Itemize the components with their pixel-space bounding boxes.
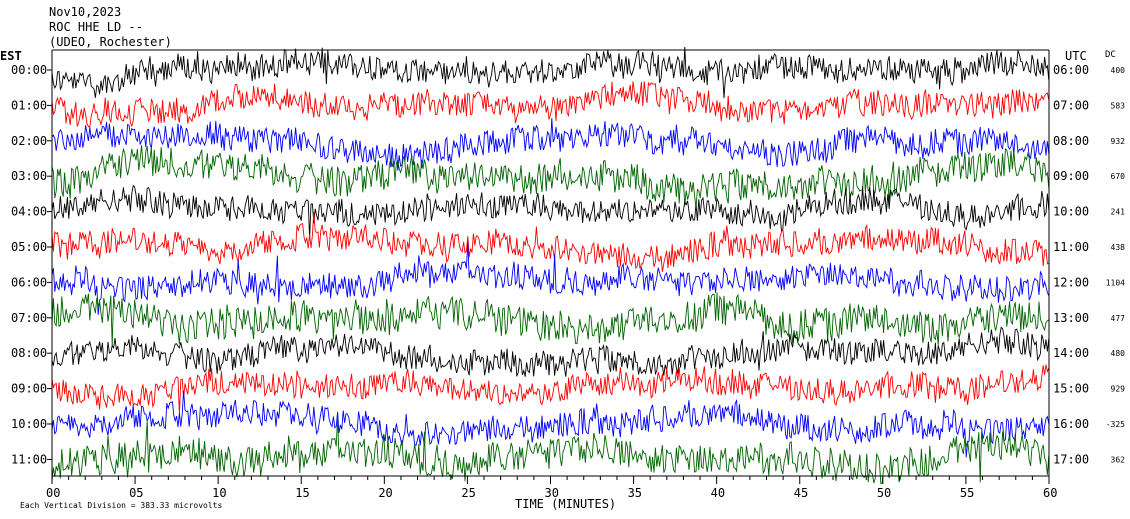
est-hour-label: 08:00 bbox=[11, 346, 47, 360]
utc-hour-label: 08:00 bbox=[1053, 134, 1089, 148]
dc-offset-label: 400 bbox=[1111, 66, 1126, 75]
x-tick-label: 50 bbox=[877, 486, 891, 500]
dc-offset-label: 362 bbox=[1111, 455, 1126, 464]
est-hour-label: 06:00 bbox=[11, 275, 47, 289]
x-axis-label: TIME (MINUTES) bbox=[515, 497, 616, 511]
utc-hour-label: 14:00 bbox=[1053, 346, 1089, 360]
utc-hour-labels: 06:00 07:00 08:00 09:00 10:00 11:00 12:00 13:00… bbox=[1053, 63, 1089, 466]
dc-offset-label: -325 bbox=[1106, 420, 1125, 429]
x-tick-label: 25 bbox=[461, 486, 475, 500]
est-hour-label: 02:00 bbox=[11, 134, 47, 148]
trace-row-0400 bbox=[51, 184, 1050, 239]
est-hour-label: 04:00 bbox=[11, 205, 47, 219]
dc-offset-label: 241 bbox=[1111, 208, 1126, 217]
x-tick-label: 05 bbox=[129, 486, 143, 500]
trace-row-1000 bbox=[51, 390, 1050, 458]
title-location: (UDEO, Rochester) bbox=[49, 35, 172, 49]
x-tick-label: 00 bbox=[46, 486, 60, 500]
x-tick-labels: 00 05 10 15 20 25 30 35 40 45 50 55 60 bbox=[46, 476, 1057, 500]
est-hour-label: 00:00 bbox=[11, 63, 47, 77]
trace-row-0800 bbox=[51, 326, 1050, 377]
est-hour-label: 05:00 bbox=[11, 240, 47, 254]
dc-offset-label: 1104 bbox=[1106, 278, 1125, 287]
x-tick-label: 10 bbox=[212, 486, 226, 500]
trace-row-0000 bbox=[51, 46, 1050, 99]
trace-row-0700 bbox=[51, 292, 1049, 347]
est-hour-label: 09:00 bbox=[11, 382, 47, 396]
trace-row-0100 bbox=[51, 81, 1050, 128]
scale-note: Each Vertical Division = 383.33 microvol… bbox=[20, 501, 222, 510]
title-station: ROC HHE LD -- bbox=[49, 20, 143, 34]
est-hour-label: 11:00 bbox=[11, 452, 47, 466]
x-tick-label: 55 bbox=[960, 486, 974, 500]
x-tick-label: 45 bbox=[794, 486, 808, 500]
est-hour-label: 10:00 bbox=[11, 417, 47, 431]
trace-row-0600 bbox=[51, 241, 1050, 315]
dc-offset-labels: 400 583 932 670 241 438 1104 477 480 929 -325 362 bbox=[1106, 66, 1125, 464]
trace-row-0300 bbox=[51, 145, 1050, 208]
utc-hour-label: 17:00 bbox=[1053, 452, 1089, 466]
dc-offset-label: 480 bbox=[1111, 349, 1126, 358]
utc-hour-label: 13:00 bbox=[1053, 311, 1089, 325]
utc-hour-label: 06:00 bbox=[1053, 63, 1089, 77]
utc-header: UTC bbox=[1065, 49, 1087, 63]
est-hour-label: 03:00 bbox=[11, 169, 47, 183]
dc-offset-label: 932 bbox=[1111, 137, 1126, 146]
est-header: EST bbox=[0, 49, 22, 63]
dc-header: DC bbox=[1105, 50, 1116, 60]
utc-hour-label: 09:00 bbox=[1053, 169, 1089, 183]
dc-offset-label: 438 bbox=[1111, 243, 1126, 252]
utc-hour-label: 15:00 bbox=[1053, 382, 1089, 396]
seismic-traces bbox=[51, 46, 1050, 484]
dc-offset-label: 583 bbox=[1111, 101, 1126, 110]
x-tick-label: 20 bbox=[378, 486, 392, 500]
trace-row-1100 bbox=[51, 417, 1050, 484]
est-hour-label: 01:00 bbox=[11, 98, 47, 112]
trace-row-0900 bbox=[51, 364, 1050, 415]
utc-hour-label: 11:00 bbox=[1053, 240, 1089, 254]
x-tick-label: 60 bbox=[1043, 486, 1057, 500]
dc-offset-label: 670 bbox=[1111, 172, 1126, 181]
x-tick-label: 40 bbox=[711, 486, 725, 500]
x-tick-label: 30 bbox=[545, 486, 559, 500]
utc-hour-label: 16:00 bbox=[1053, 417, 1089, 431]
trace-row-0500 bbox=[51, 211, 1049, 272]
dc-offset-label: 477 bbox=[1111, 314, 1126, 323]
utc-hour-label: 10:00 bbox=[1053, 205, 1089, 219]
trace-row-0200 bbox=[51, 118, 1050, 171]
utc-hour-label: 12:00 bbox=[1053, 275, 1089, 289]
title-date: Nov10,2023 bbox=[49, 5, 121, 19]
utc-hour-label: 07:00 bbox=[1053, 98, 1089, 112]
x-tick-label: 15 bbox=[295, 486, 309, 500]
est-hour-label: 07:00 bbox=[11, 311, 47, 325]
x-tick-label: 35 bbox=[628, 486, 642, 500]
dc-offset-label: 929 bbox=[1111, 385, 1126, 394]
est-hour-labels: 00:00 01:00 02:00 03:00 04:00 05:00 06:00 07:00… bbox=[11, 63, 52, 466]
